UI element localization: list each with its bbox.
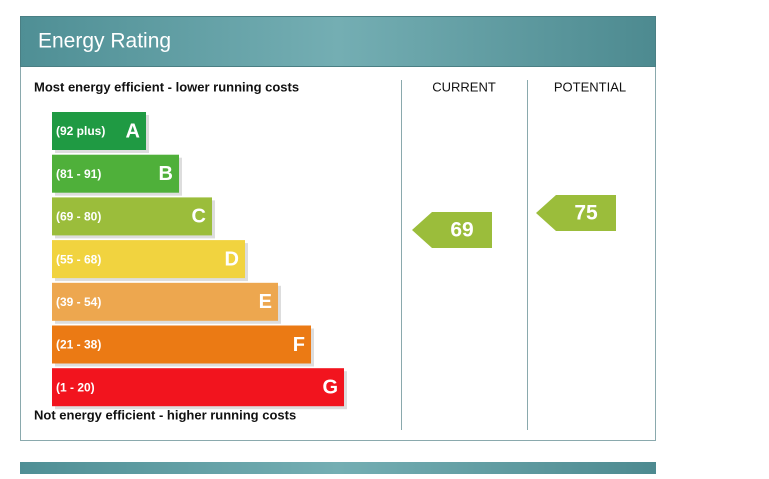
band xyxy=(52,112,146,150)
band xyxy=(52,282,278,321)
band-letter: B xyxy=(159,163,173,185)
band-range: (39 - 54) xyxy=(56,295,101,309)
band-range: (81 - 91) xyxy=(56,167,101,181)
potential-header: POTENTIAL xyxy=(554,79,626,94)
header-title: Energy Rating xyxy=(38,30,171,53)
top-note: Most energy efficient - lower running co… xyxy=(34,79,299,94)
band-range: (21 - 38) xyxy=(56,338,101,352)
current-value: 69 xyxy=(450,219,473,242)
potential-value: 75 xyxy=(574,202,598,225)
band xyxy=(52,368,344,407)
band-range: (1 - 20) xyxy=(56,380,95,394)
band-letter: A xyxy=(126,120,140,142)
band-letter: C xyxy=(192,206,206,228)
current-header: CURRENT xyxy=(432,79,496,94)
band-letter: G xyxy=(322,376,338,398)
band-letter: F xyxy=(293,334,305,356)
bottom-note: Not energy efficient - higher running co… xyxy=(34,407,296,422)
potential-arrow xyxy=(536,195,616,231)
band xyxy=(52,154,179,193)
band-range: (92 plus) xyxy=(56,124,105,138)
band-range: (69 - 80) xyxy=(56,210,101,224)
band-range: (55 - 68) xyxy=(56,252,101,266)
footer-bar xyxy=(20,462,656,474)
band-letter: E xyxy=(259,291,272,313)
band-letter: D xyxy=(225,248,239,270)
band xyxy=(52,240,245,279)
current-arrow xyxy=(412,212,492,248)
band xyxy=(52,325,311,364)
band xyxy=(52,197,212,236)
header xyxy=(20,16,656,67)
